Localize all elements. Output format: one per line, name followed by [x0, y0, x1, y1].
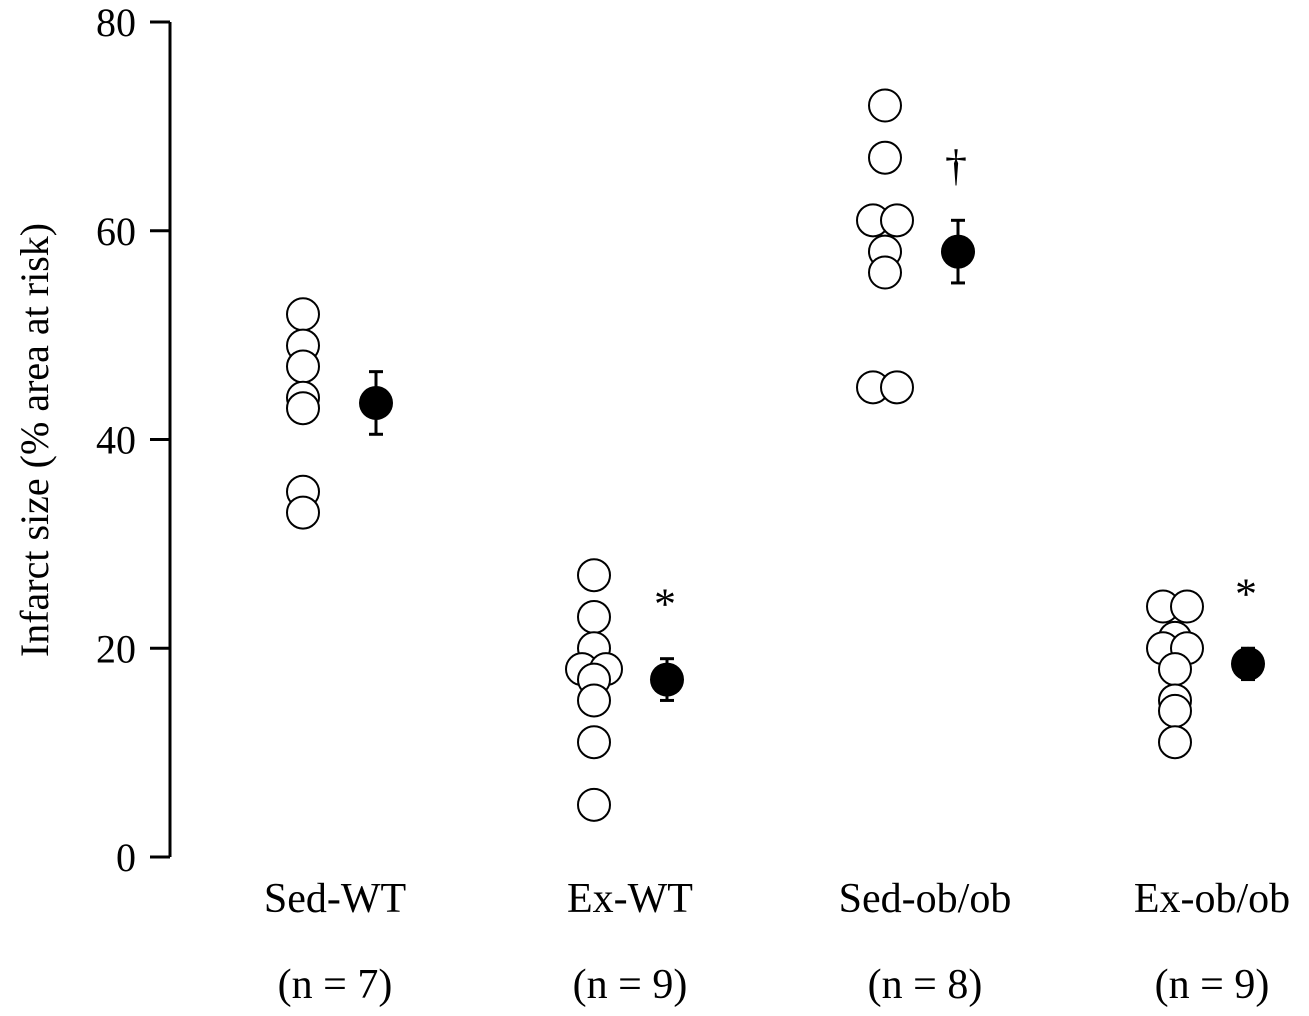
individual-point	[577, 558, 611, 593]
significance-marker: †	[945, 141, 967, 190]
individual-point	[577, 683, 611, 718]
y-tick-label: 0	[116, 835, 136, 880]
y-tick-label: 80	[96, 0, 136, 45]
n-label: (n = 9)	[573, 962, 688, 1008]
y-axis-title: Infarct size (% area at risk)	[12, 223, 57, 657]
individual-point	[286, 297, 320, 332]
mean-point	[1231, 646, 1265, 681]
y-tick-label: 60	[96, 209, 136, 254]
y-axis: 0 20 40 60 80	[96, 0, 172, 880]
mean-point	[941, 234, 975, 269]
group-2: † Sed-ob/ob (n = 8)	[839, 88, 1012, 1008]
mean-point	[650, 662, 684, 697]
individual-point	[880, 370, 914, 405]
group-1: * Ex-WT (n = 9)	[565, 558, 693, 1008]
individual-point	[868, 88, 902, 123]
y-tick-label: 20	[96, 626, 136, 671]
group-label: Sed-ob/ob	[839, 876, 1012, 922]
group-3: * Ex-ob/ob (n = 9)	[1134, 569, 1290, 1008]
y-tick-label: 40	[96, 418, 136, 463]
individual-point	[286, 495, 320, 530]
group-label: Ex-WT	[567, 876, 693, 922]
individual-point	[1170, 589, 1204, 624]
individual-point	[1158, 693, 1192, 728]
n-label: (n = 7)	[278, 962, 393, 1008]
individual-point	[1158, 652, 1192, 687]
mean-point	[359, 385, 393, 420]
group-0: Sed-WT (n = 7)	[264, 297, 406, 1008]
n-label: (n = 8)	[868, 962, 983, 1008]
significance-marker: *	[654, 580, 676, 629]
individual-point	[286, 349, 320, 384]
groups: Sed-WT (n = 7) * Ex-WT (n = 9) † Sed-ob/ob (n =…	[264, 88, 1290, 1008]
individual-point	[868, 140, 902, 175]
n-label: (n = 9)	[1155, 962, 1270, 1008]
individual-point	[868, 255, 902, 290]
individual-point	[577, 599, 611, 634]
group-label: Sed-WT	[264, 876, 406, 922]
individual-point	[286, 391, 320, 426]
individual-point	[880, 203, 914, 238]
individual-point	[577, 725, 611, 760]
individual-point	[1158, 725, 1192, 760]
group-label: Ex-ob/ob	[1134, 876, 1290, 922]
significance-marker: *	[1235, 569, 1257, 618]
individual-point	[577, 787, 611, 822]
